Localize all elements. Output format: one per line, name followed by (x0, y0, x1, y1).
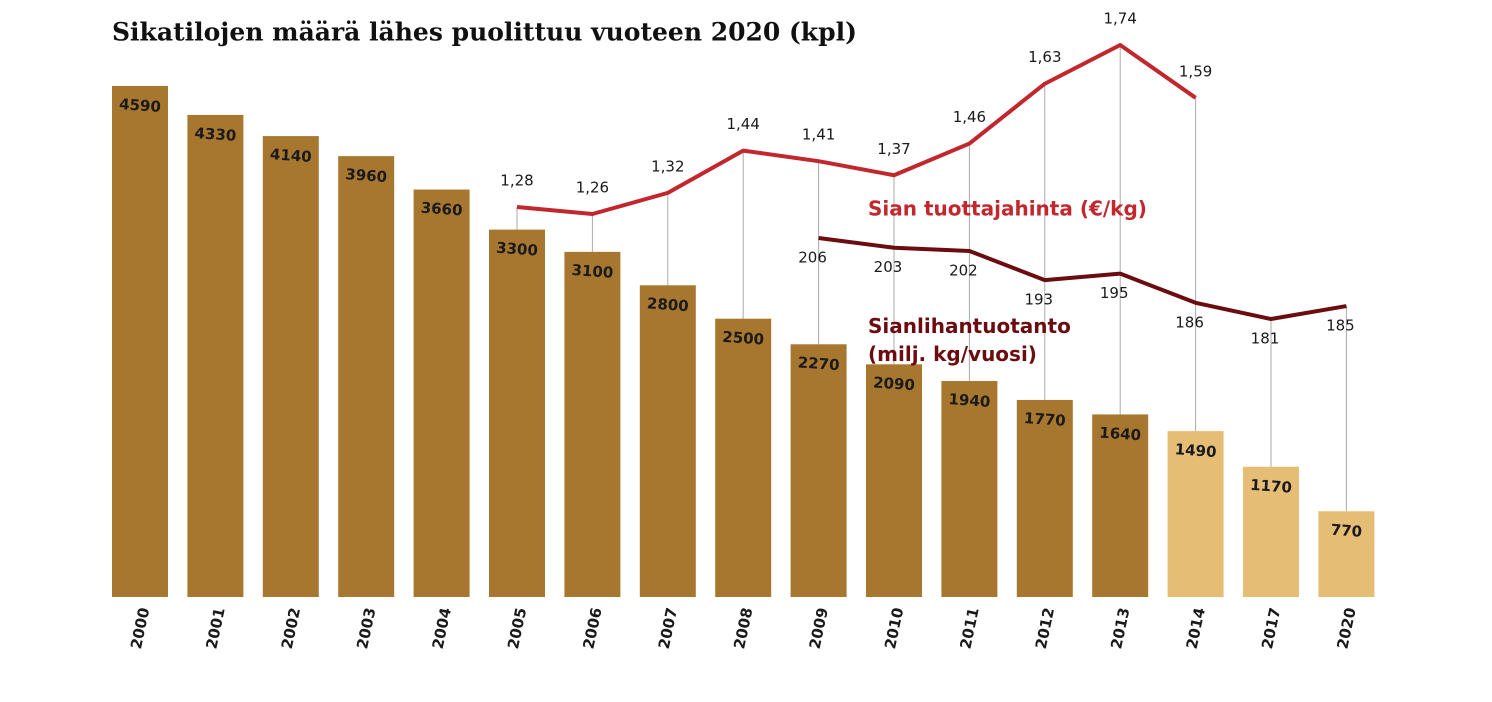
x-tick-label: 2001 (202, 606, 228, 651)
x-tick-label: 2013 (1107, 606, 1133, 651)
bar (639, 285, 696, 597)
bar-value-label: 3660 (420, 199, 463, 220)
bar-value-label: 1170 (1250, 476, 1293, 497)
series-label: Sianlihantuotanto (milj. kg/vuosi) (868, 314, 1071, 366)
x-tick-label: 2002 (278, 606, 304, 651)
bar-value-label: 4590 (119, 95, 162, 116)
line-value-label: 185 (1326, 317, 1355, 335)
bar-value-label: 770 (1330, 521, 1362, 541)
line-value-label: 202 (949, 261, 978, 279)
line-value-label: 193 (1024, 291, 1053, 309)
bar-value-label: 3300 (496, 239, 539, 260)
bar-value-label: 2500 (722, 328, 765, 349)
bar-value-label: 2270 (797, 353, 840, 374)
line-value-label: 186 (1175, 313, 1204, 331)
bar (489, 229, 545, 597)
bar-value-label: 1490 (1174, 440, 1217, 461)
bar-value-label: 4330 (194, 124, 237, 145)
bar (1167, 431, 1224, 597)
x-tick-label: 2007 (655, 606, 681, 651)
bar-value-label: 3960 (345, 165, 388, 186)
bar (1243, 466, 1299, 597)
x-tick-label: 2000 (127, 606, 153, 651)
x-tick-label: 2006 (579, 606, 605, 651)
bar (866, 364, 922, 597)
x-tick-label: 2004 (429, 606, 455, 651)
series-label: Sian tuottajahinta (€/kg) (868, 197, 1147, 221)
line-value-label: 1,26 (576, 179, 609, 197)
line-value-label: 1,46 (953, 108, 986, 126)
bar (112, 86, 168, 597)
bar (338, 156, 395, 597)
bar (1318, 511, 1375, 597)
line-value-label: 1,44 (726, 115, 759, 133)
line-value-label: 181 (1251, 330, 1280, 348)
bar-value-label: 3100 (571, 261, 614, 282)
bar (941, 381, 998, 597)
bar-value-label: 1940 (948, 390, 991, 411)
bar (413, 189, 470, 597)
bar (1092, 414, 1149, 597)
bar (187, 114, 244, 598)
bar (790, 344, 847, 597)
x-tick-label: 2008 (730, 606, 756, 651)
bar-value-label: 1770 (1023, 409, 1066, 430)
line-value-label: 195 (1100, 284, 1129, 302)
line-value-label: 1,74 (1103, 10, 1136, 28)
bar (564, 251, 621, 597)
x-tick-label: 2005 (504, 606, 530, 651)
line-value-label: 1,28 (500, 171, 533, 189)
x-tick-label: 2012 (1032, 606, 1058, 651)
line-value-label: 206 (798, 249, 827, 267)
x-tick-label: 2014 (1183, 606, 1209, 651)
bar-value-label: 4140 (269, 145, 312, 166)
line-value-label: 1,41 (802, 126, 835, 144)
x-tick-label: 2010 (881, 606, 907, 651)
bar (1016, 399, 1073, 597)
line-value-label: 1,37 (877, 140, 910, 158)
line-value-label: 1,59 (1179, 62, 1212, 80)
line-value-label: 1,32 (651, 157, 684, 175)
bar (715, 318, 772, 597)
bar-value-label: 2090 (873, 373, 916, 394)
line-value-label: 1,63 (1028, 48, 1061, 66)
x-tick-label: 2020 (1333, 606, 1359, 651)
x-tick-label: 2017 (1258, 606, 1284, 651)
x-tick-label: 2003 (353, 606, 379, 651)
x-tick-label: 2009 (806, 606, 832, 651)
line (516, 43, 1197, 216)
bar-value-label: 2800 (646, 294, 689, 315)
line (818, 236, 1347, 321)
bar (262, 136, 319, 598)
bar-value-label: 1640 (1099, 423, 1142, 444)
x-tick-label: 2011 (956, 606, 982, 651)
chart-title: Sikatilojen määrä lähes puolittuu vuotee… (112, 18, 857, 47)
line-value-label: 203 (874, 258, 903, 276)
